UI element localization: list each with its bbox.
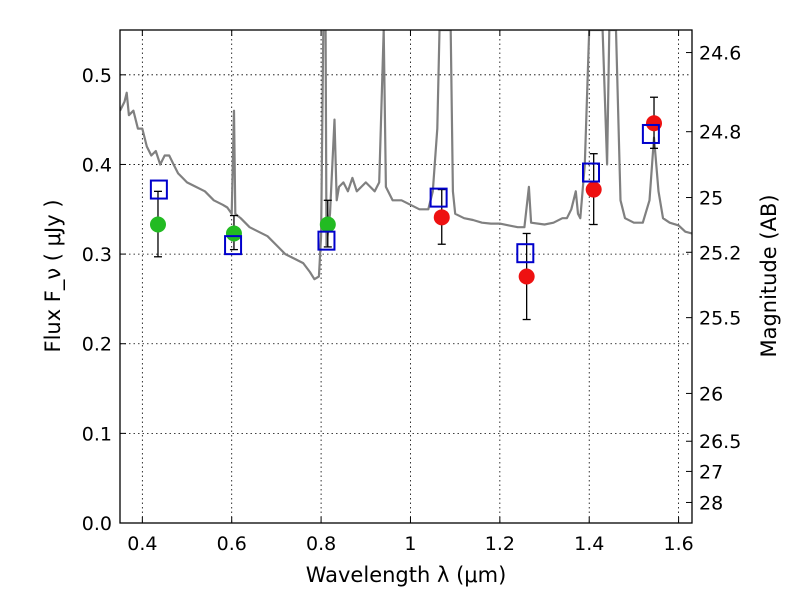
y2-tick-label: 26.5: [699, 431, 741, 453]
y-tick-label: 0.0: [82, 513, 112, 535]
x-axis-label: Wavelength λ (μm): [306, 563, 507, 587]
y2-tick-label: 27: [699, 461, 723, 483]
y2-tick-label: 24.6: [699, 43, 741, 65]
green-flux-point: [225, 225, 242, 242]
y-tick-label: 0.3: [82, 244, 112, 266]
y-tick-label: 0.4: [82, 154, 112, 176]
x-tick-label: 0.4: [127, 533, 157, 555]
x-tick-label: 1.6: [663, 533, 693, 555]
plot-area: [120, 30, 692, 321]
x-tick-label: 1.4: [574, 533, 604, 555]
x-tick-label: 0.6: [217, 533, 247, 555]
model-flux-square: [429, 187, 448, 208]
model-flux-square: [641, 123, 660, 144]
y2-tick-label: 25: [699, 188, 723, 210]
red-flux-point: [433, 209, 450, 226]
spectrum-line: [120, 30, 692, 281]
model-flux-square: [224, 235, 243, 256]
y-axis-label: Flux F_ν ( μJy ): [41, 199, 66, 352]
green-flux-point: [319, 216, 336, 233]
y2-axis-label: Magnitude (AB): [757, 194, 781, 357]
plot-frame: [119, 29, 693, 524]
y2-tick-label: 25.5: [699, 308, 741, 330]
green-flux-point: [149, 216, 166, 233]
x-tick-label: 0.8: [306, 533, 336, 555]
x-tick-label: 1: [404, 533, 416, 555]
model-flux-square: [149, 179, 168, 200]
red-flux-point: [518, 268, 535, 285]
red-flux-point: [585, 181, 602, 198]
y2-tick-label: 25.2: [699, 242, 741, 264]
axis-ticks: 0.4 0.6 0.8 1 1.2 1.4 1.6 0.0 0.1 0.2 0.3 0.4 0.5 24.…: [82, 30, 741, 555]
y-tick-label: 0.1: [82, 423, 112, 445]
y-tick-label: 0.2: [82, 334, 112, 356]
y2-tick-label: 28: [699, 492, 723, 514]
y-tick-label: 0.5: [82, 65, 112, 87]
model-flux-square: [317, 230, 336, 251]
x-tick-label: 1.2: [485, 533, 515, 555]
y2-tick-label: 26: [699, 383, 723, 405]
model-flux-square: [516, 243, 535, 264]
y2-tick-label: 24.8: [699, 122, 741, 144]
model-flux-square: [582, 162, 601, 183]
